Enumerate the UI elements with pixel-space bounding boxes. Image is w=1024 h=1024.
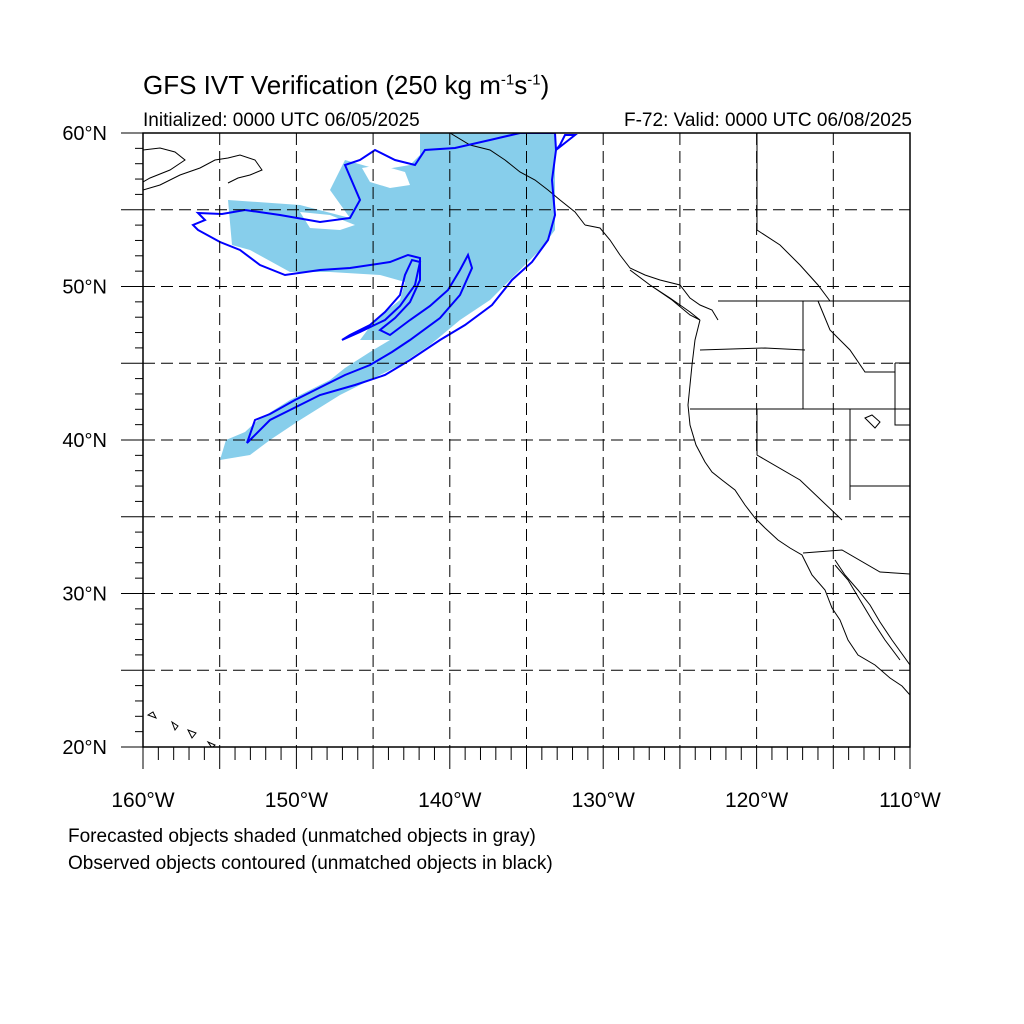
lat-label: 60°N [62,123,107,145]
valid-time: F-72: Valid: 0000 UTC 06/08/2025 [624,110,912,131]
idaho-east-border [817,300,895,373]
title-exponent-1: -1 [500,71,515,89]
lat-lon-grid [143,133,910,747]
title-exponent-2: -1 [527,71,541,89]
lat-label: 50°N [62,277,107,299]
title-unit-s: s [514,70,528,100]
map-title: GFS IVT Verification (250 kg m-1s-1) [143,70,549,101]
lon-label: 150°W [265,789,328,812]
title-close-paren: ) [540,70,550,100]
coastline-baja-gulf [834,559,910,666]
observed-ivt-objects [191,133,578,444]
us-mexico-border [802,549,910,575]
coastline-baja-inner [834,564,901,661]
lon-label: 130°W [572,789,635,812]
hawaii-islands [146,711,216,747]
coastline-alaska-peninsula [143,154,263,191]
forecast-shading-gap-north [362,165,410,188]
coastline-alaska [143,147,186,183]
observed-contour-branch [341,258,422,341]
lon-label: 160°W [111,789,174,812]
lat-label: 40°N [62,430,107,452]
observed-note: Observed objects contoured (unmatched ob… [68,853,553,874]
coastline-panhandle [449,133,586,226]
lon-label: 120°W [725,789,788,812]
axis-labels: 20°N 30°N 40°N 50°N 60°N 160°W 150°W 140°W 130°W… [62,123,941,812]
lat-label: 30°N [62,584,107,606]
observed-contour-main [191,133,578,444]
great-salt-lake [864,414,881,429]
axis-ticks [121,132,911,769]
coastline-us-west [687,319,910,696]
forecast-note: Forecasted objects shaded (unmatched obj… [68,826,536,847]
title-text: GFS IVT Verification (250 kg m [143,70,501,100]
lon-label: 110°W [879,789,941,812]
coastline-bc [584,224,719,321]
wa-or-border [699,347,806,351]
lat-label: 20°N [62,737,107,759]
lon-label: 140°W [418,789,481,812]
initialized-time: Initialized: 0000 UTC 06/05/2025 [143,110,420,131]
forecast-ivt-objects [220,133,555,460]
